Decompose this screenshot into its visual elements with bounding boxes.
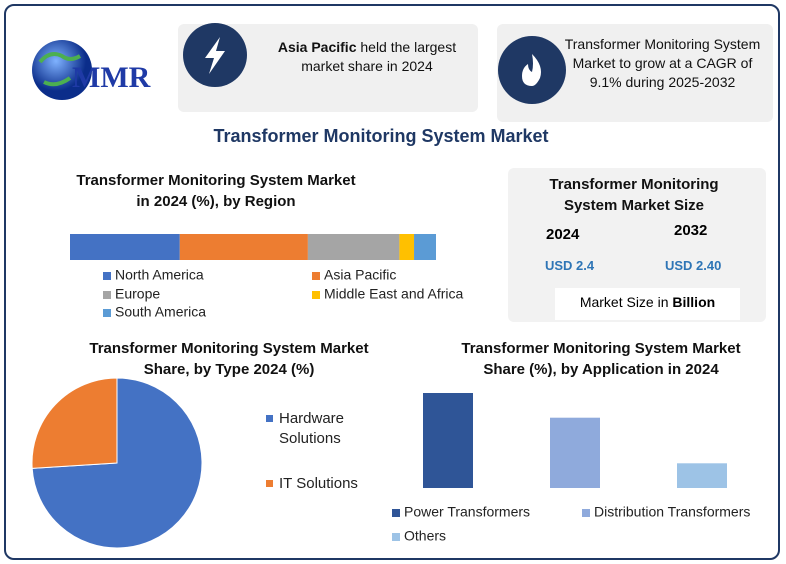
legend-marker: [266, 415, 273, 422]
bar-segment: [414, 234, 436, 260]
bar: [550, 417, 600, 488]
logo-land: [38, 52, 82, 87]
callout-text: Asia Pacific held the largest market sha…: [262, 38, 472, 76]
legend-marker: [312, 272, 320, 280]
size-note-text: Market Size in: [579, 294, 669, 310]
legend-label: Middle East and Africa: [324, 286, 464, 302]
legend-marker: [392, 533, 400, 541]
legend-label: Others: [404, 528, 446, 544]
frame: [4, 4, 780, 560]
callout-box: [178, 24, 478, 112]
size-panel: [508, 168, 766, 322]
size-unit: Billion: [672, 294, 716, 310]
size-note-box: [555, 288, 740, 320]
chart-title: Transformer Monitoring System Market in …: [76, 172, 356, 210]
callout-rest: held the largest market share in 2024: [301, 39, 457, 74]
legend-marker: [392, 509, 400, 517]
callout-bold: Asia Pacific: [277, 39, 357, 55]
bolt-icon: [205, 37, 225, 74]
bar-segment: [399, 234, 415, 260]
legend-label: Power Transformers: [404, 504, 530, 520]
legend-label: Hardware Solutions: [279, 410, 345, 447]
bar-segment: [70, 234, 180, 260]
size-year: 2024: [546, 226, 580, 243]
bar: [677, 463, 727, 488]
legend-marker: [103, 309, 111, 317]
legend-label: Asia Pacific: [324, 267, 396, 283]
legend-label: Distribution Transformers: [594, 504, 750, 520]
legend-label: North America: [115, 267, 204, 283]
legend-label: IT Solutions: [279, 475, 358, 492]
bar-segment: [307, 234, 400, 260]
bar: [423, 393, 473, 488]
size-year: 2032: [674, 222, 708, 239]
legend-label: Europe: [115, 286, 160, 302]
size-note: Market Size in Billion: [555, 294, 740, 310]
legend-marker: [266, 480, 273, 487]
legend-marker: [103, 291, 111, 299]
size-value: USD 2.4: [545, 258, 595, 273]
legend-marker: [312, 291, 320, 299]
chart-title: Transformer Monitoring System Market Sha…: [89, 340, 369, 378]
callout-box: [497, 24, 773, 122]
pie-slice: [31, 377, 118, 469]
size-title: Transformer Monitoring System Market Siz…: [549, 176, 719, 214]
logo-text: MMR: [72, 61, 151, 94]
bar-segment: [179, 234, 308, 260]
chart-title: Transformer Monitoring System Market Sha…: [461, 340, 741, 378]
callout-text: Transformer Monitoring System Market to …: [564, 36, 761, 90]
legend-label: South America: [115, 304, 206, 320]
legend-marker: [582, 509, 590, 517]
icon-circle: [498, 36, 566, 104]
page-title: Transformer Monitoring System Market: [213, 126, 549, 146]
legend-marker: [103, 272, 111, 280]
flame-icon: [522, 54, 541, 86]
size-value: USD 2.40: [665, 258, 722, 273]
